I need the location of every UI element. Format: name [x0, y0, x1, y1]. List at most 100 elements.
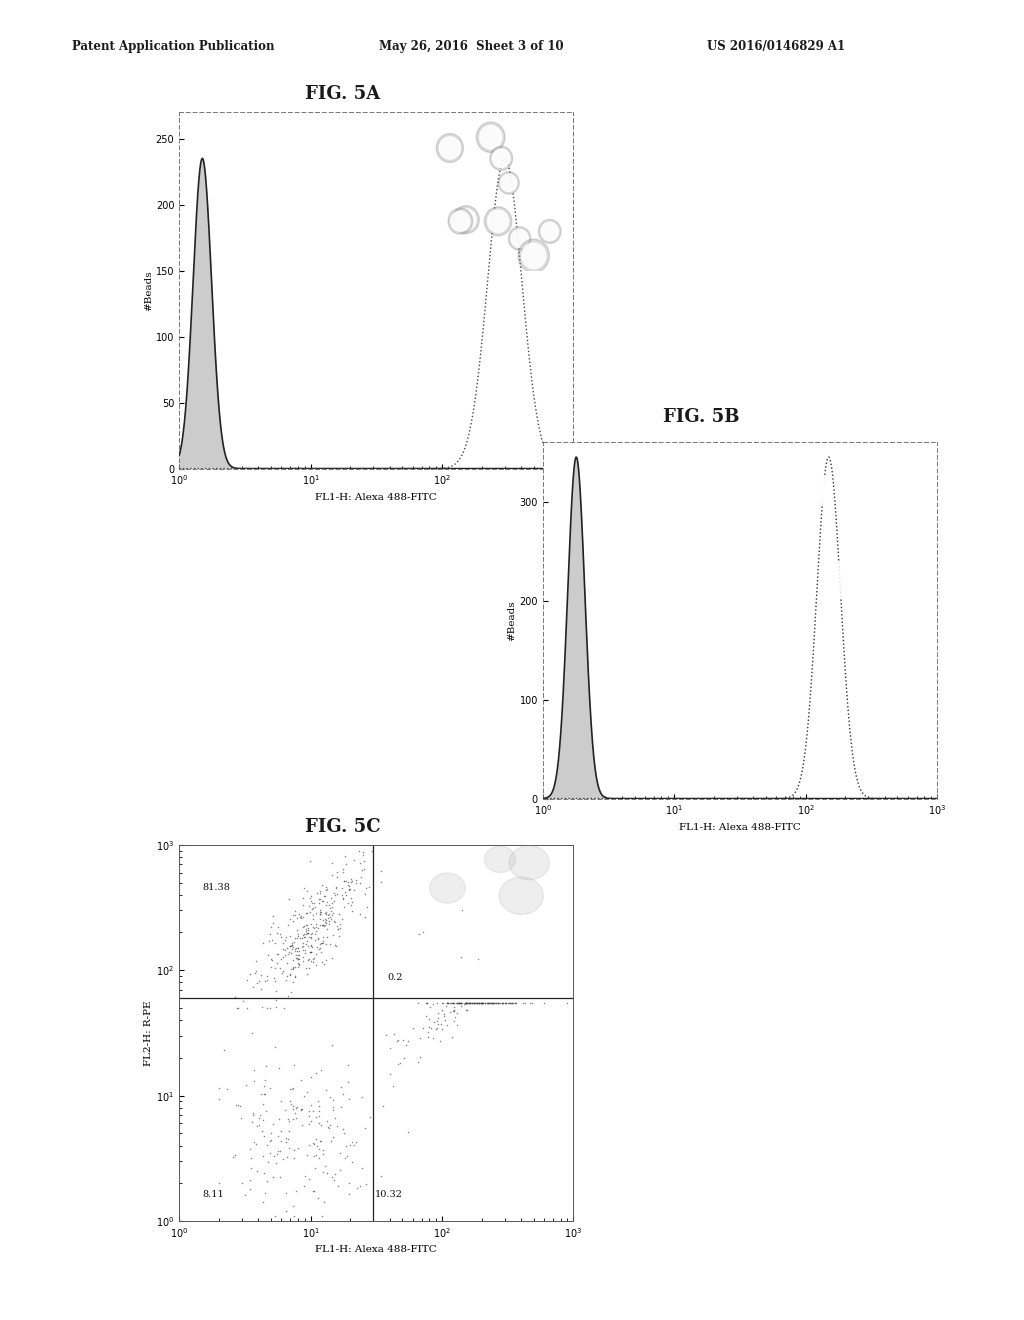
Point [285, 911, 301, 932]
Point [248, 950, 264, 972]
Point [395, 1030, 412, 1051]
Point [261, 931, 278, 952]
Point [302, 1094, 318, 1115]
Point [281, 1110, 297, 1131]
Point [382, 1038, 398, 1059]
Point [346, 879, 362, 900]
Point [319, 1117, 336, 1138]
Point [296, 1175, 312, 1196]
Circle shape [518, 239, 550, 272]
Point [301, 948, 317, 969]
Point [303, 886, 319, 907]
Point [352, 853, 369, 874]
Point [311, 882, 328, 903]
Point [258, 1101, 274, 1122]
Point [450, 993, 466, 1014]
Point [465, 993, 481, 1014]
Point [288, 948, 304, 969]
Point [515, 993, 531, 1014]
Point [308, 1144, 325, 1166]
Point [271, 957, 288, 978]
Point [419, 993, 435, 1014]
Point [298, 903, 314, 924]
Text: 10.32: 10.32 [375, 1189, 402, 1199]
Point [289, 1097, 305, 1118]
Point [454, 900, 470, 921]
Circle shape [501, 174, 517, 191]
Point [444, 993, 461, 1014]
Point [325, 1100, 341, 1121]
Point [234, 1172, 251, 1193]
Point [356, 851, 373, 873]
Point [284, 1078, 300, 1100]
Point [441, 993, 458, 1014]
Point [463, 993, 479, 1014]
Point [421, 1016, 437, 1038]
Point [249, 1160, 265, 1181]
Point [326, 911, 342, 932]
Point [457, 993, 473, 1014]
Point [500, 993, 516, 1014]
X-axis label: FL1-H: Alexa 488-FITC: FL1-H: Alexa 488-FITC [679, 822, 801, 832]
Point [225, 1146, 242, 1167]
Point [312, 899, 329, 920]
Point [435, 993, 452, 1014]
Point [341, 879, 357, 900]
Circle shape [509, 227, 530, 251]
Point [324, 887, 340, 908]
Point [243, 964, 259, 985]
Point [267, 933, 284, 954]
Point [446, 997, 463, 1018]
Point [268, 997, 285, 1018]
Point [276, 945, 293, 966]
Point [488, 993, 505, 1014]
Point [311, 1101, 328, 1122]
Point [469, 993, 485, 1014]
Point [255, 1110, 271, 1131]
Point [307, 913, 324, 935]
Point [473, 993, 489, 1014]
Point [505, 993, 521, 1014]
Point [451, 993, 467, 1014]
Point [412, 1047, 428, 1068]
Circle shape [484, 846, 515, 873]
Point [272, 949, 289, 970]
Point [314, 931, 331, 952]
Point [283, 1094, 299, 1115]
Point [226, 987, 243, 1008]
Point [358, 878, 375, 899]
Point [311, 904, 328, 925]
Point [260, 945, 276, 966]
Point [335, 1084, 351, 1105]
Point [267, 957, 284, 978]
Point [288, 1097, 304, 1118]
Point [280, 952, 296, 973]
Point [296, 924, 312, 945]
Point [415, 1018, 431, 1039]
Point [323, 908, 339, 929]
Point [323, 900, 339, 921]
Point [262, 1130, 279, 1151]
Point [248, 961, 264, 982]
Circle shape [509, 846, 550, 880]
Point [322, 907, 338, 928]
Point [303, 891, 319, 912]
Point [311, 903, 328, 924]
Point [321, 895, 337, 916]
Point [281, 1137, 297, 1158]
Point [301, 1114, 317, 1135]
Point [326, 882, 342, 903]
Point [242, 1138, 258, 1159]
X-axis label: FL1-H: Alexa 488-FITC: FL1-H: Alexa 488-FITC [315, 492, 437, 502]
Point [302, 887, 318, 908]
Point [487, 993, 504, 1014]
Point [258, 1055, 274, 1076]
Point [453, 993, 469, 1014]
Point [273, 1130, 290, 1151]
Point [264, 929, 281, 950]
Point [306, 1146, 323, 1167]
Point [301, 927, 317, 948]
Point [411, 923, 427, 944]
Point [445, 1001, 462, 1022]
Point [475, 993, 492, 1014]
